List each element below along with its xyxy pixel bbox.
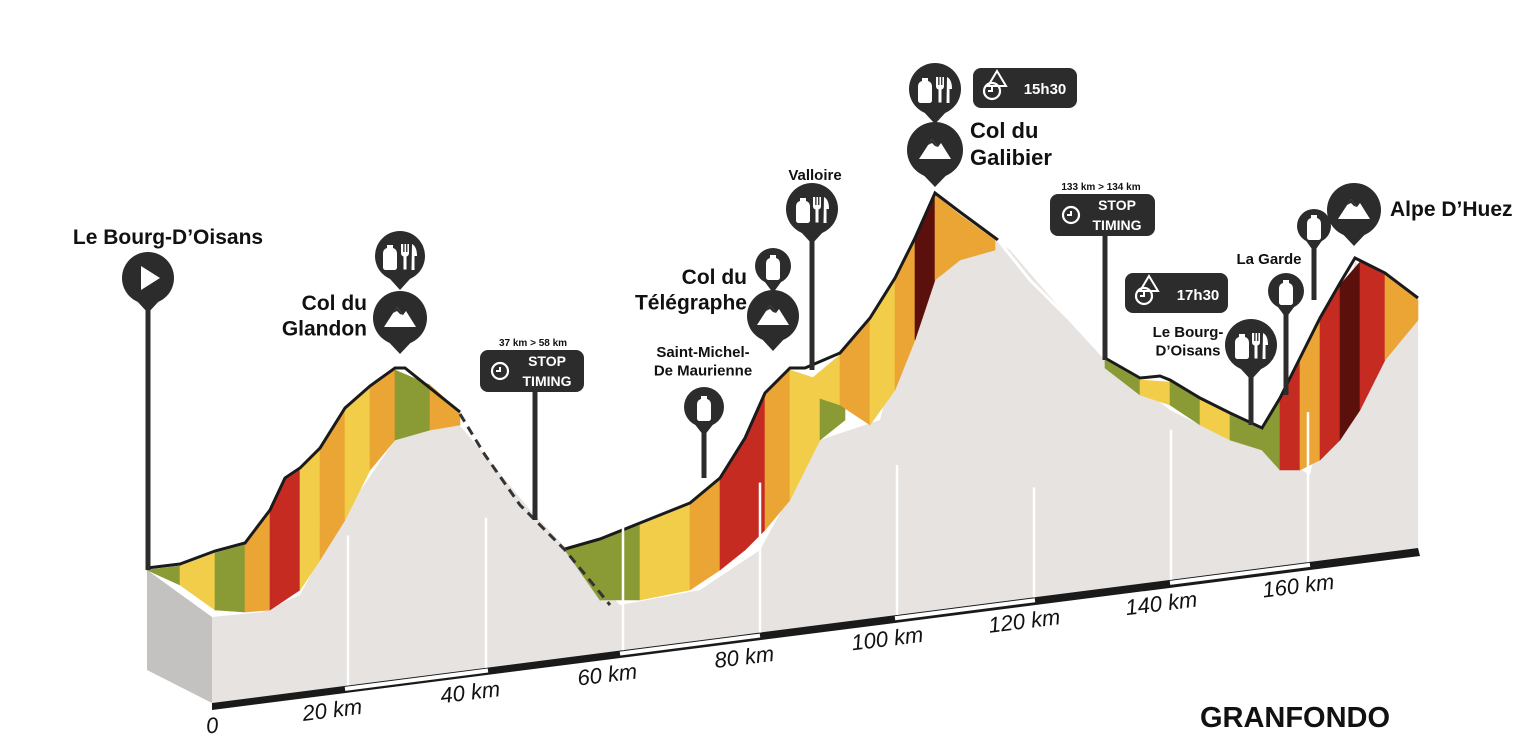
galibier-summit-pin	[907, 122, 963, 187]
route-line	[146, 190, 1419, 570]
alpe-climb-band	[1299, 319, 1321, 471]
alpe-water-pin	[1297, 209, 1331, 252]
start-place-label: Le Bourg-D’Oisans	[73, 226, 263, 249]
glandon-climb-band	[394, 369, 431, 441]
valloire-pin	[786, 183, 838, 244]
bourg-return-pin	[1225, 319, 1277, 380]
stop-timing-box	[1050, 194, 1155, 236]
st-michel-label: De Maurienne	[654, 362, 752, 379]
galibier-refuel-pin	[909, 63, 961, 124]
alpe-summit-pin	[1327, 183, 1381, 246]
km-label: 0	[205, 712, 221, 738]
telegraphe-label: Télégraphe	[635, 292, 747, 315]
base-highlight-segment	[1169, 562, 1311, 585]
galibier-climb-band	[959, 214, 996, 261]
cutoff-time: 15h30	[1024, 81, 1067, 98]
base-highlight-segment	[619, 633, 761, 656]
bourg-return-label: Le Bourg-	[1153, 324, 1224, 341]
telegraphe-summit-pin	[747, 290, 799, 351]
la-garde-pin	[1268, 273, 1304, 318]
km-label: 40 km	[439, 676, 502, 708]
stop-timing-text: TIMING	[523, 373, 572, 389]
cutoff-box	[973, 68, 1077, 108]
warning-icon	[1138, 274, 1160, 292]
base-highlight-segment	[344, 668, 489, 691]
finish-label: Alpe D’Huez	[1390, 198, 1513, 221]
stop-timing-text: STOP	[528, 353, 566, 369]
cutoff-box	[1125, 273, 1228, 313]
km-label: 60 km	[576, 659, 639, 691]
glandon-summit-pin	[373, 291, 427, 354]
glandon-label: Col du	[302, 292, 367, 315]
galibier-label: Col du	[970, 118, 1038, 143]
glandon-climb-band	[214, 544, 246, 613]
valloire-label: Valloire	[788, 167, 841, 184]
profile-base-edge	[212, 548, 1420, 710]
bourg-return-label: D’Oisans	[1155, 342, 1220, 359]
glandon-climb-band	[269, 479, 286, 611]
la-garde-label: La Garde	[1236, 251, 1301, 268]
galibier-label: Galibier	[970, 145, 1052, 170]
km-label: 20 km	[300, 694, 364, 726]
granfondo-title: GRANFONDO	[1200, 702, 1390, 734]
descent-line	[996, 239, 1107, 360]
glandon-climb-band	[284, 469, 301, 601]
profile-side-face	[147, 570, 212, 703]
neutralised-dashed-line	[458, 413, 612, 606]
base-highlight-segment	[894, 598, 1036, 621]
stop-timing-text: TIMING	[1093, 217, 1142, 233]
glandon-refuel-pin	[375, 231, 425, 290]
telegraphe-water-pin	[755, 248, 791, 293]
stop-timing-range-label: 133 km > 134 km	[1061, 182, 1140, 193]
glandon-label: Glandon	[282, 318, 367, 341]
start-flag-icon	[141, 266, 160, 290]
telegraphe-climb-band	[689, 479, 721, 591]
alpe-climb-band	[1384, 274, 1419, 361]
telegraphe-label: Col du	[682, 266, 747, 289]
stop-timing-box	[480, 350, 584, 392]
alpe-climb-band	[1339, 261, 1361, 441]
st-michel-pin	[684, 387, 724, 436]
st-michel-label: Saint-Michel-	[656, 344, 749, 361]
profile-ground	[212, 200, 1418, 703]
stop-timing-text: STOP	[1098, 197, 1136, 213]
warning-icon	[986, 69, 1008, 87]
cutoff-time: 17h30	[1177, 287, 1220, 304]
stop-timing-range-label: 37 km > 58 km	[499, 338, 567, 349]
km-label: 80 km	[713, 641, 776, 673]
